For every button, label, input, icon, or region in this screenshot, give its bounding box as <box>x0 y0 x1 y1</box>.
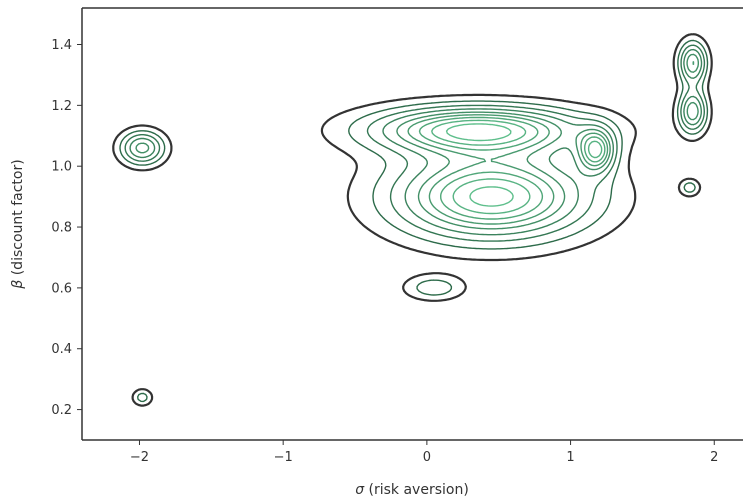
contour-line-level-4 <box>129 48 703 236</box>
contour-line-level-9 <box>445 123 514 207</box>
contour-line-level-8 <box>431 119 603 215</box>
y-tick-label: 0.8 <box>51 221 72 236</box>
contour-line-level-3 <box>124 44 706 242</box>
y-tick-label: 1.0 <box>51 160 72 175</box>
contour-line-level-1 <box>112 33 713 407</box>
y-tick-label: 1.4 <box>51 38 72 53</box>
x-axis-label-text: (risk aversion) <box>364 482 469 498</box>
contour-line-level-2 <box>119 39 709 403</box>
y-axis-ticks: 0.2 0.4 0.6 0.8 1.0 1.2 1.4 <box>51 38 82 418</box>
x-tick-label: 2 <box>710 450 718 465</box>
y-axis-label-text: (discount factor) <box>10 159 26 279</box>
y-axis-symbol: β <box>10 280 26 290</box>
y-tick-label: 1.2 <box>51 99 72 114</box>
y-axis-label: β (discount factor) <box>10 159 26 289</box>
contour-layer <box>112 33 713 407</box>
x-tick-label: 0 <box>423 450 431 465</box>
x-axis-symbol: σ <box>355 482 365 498</box>
contour-line-level-7 <box>418 116 606 220</box>
y-tick-label: 0.6 <box>51 281 72 296</box>
x-tick-label: −1 <box>274 450 293 465</box>
x-tick-label: 1 <box>566 450 574 465</box>
y-tick-label: 0.2 <box>51 403 72 418</box>
contour-line-level-5 <box>135 53 699 230</box>
x-axis-label: σ (risk aversion) <box>355 482 469 498</box>
x-axis-ticks: −2 −1 0 1 2 <box>130 440 718 465</box>
y-tick-label: 0.4 <box>51 342 72 357</box>
contour-line-level-6 <box>407 61 695 225</box>
x-tick-label: −2 <box>130 450 149 465</box>
